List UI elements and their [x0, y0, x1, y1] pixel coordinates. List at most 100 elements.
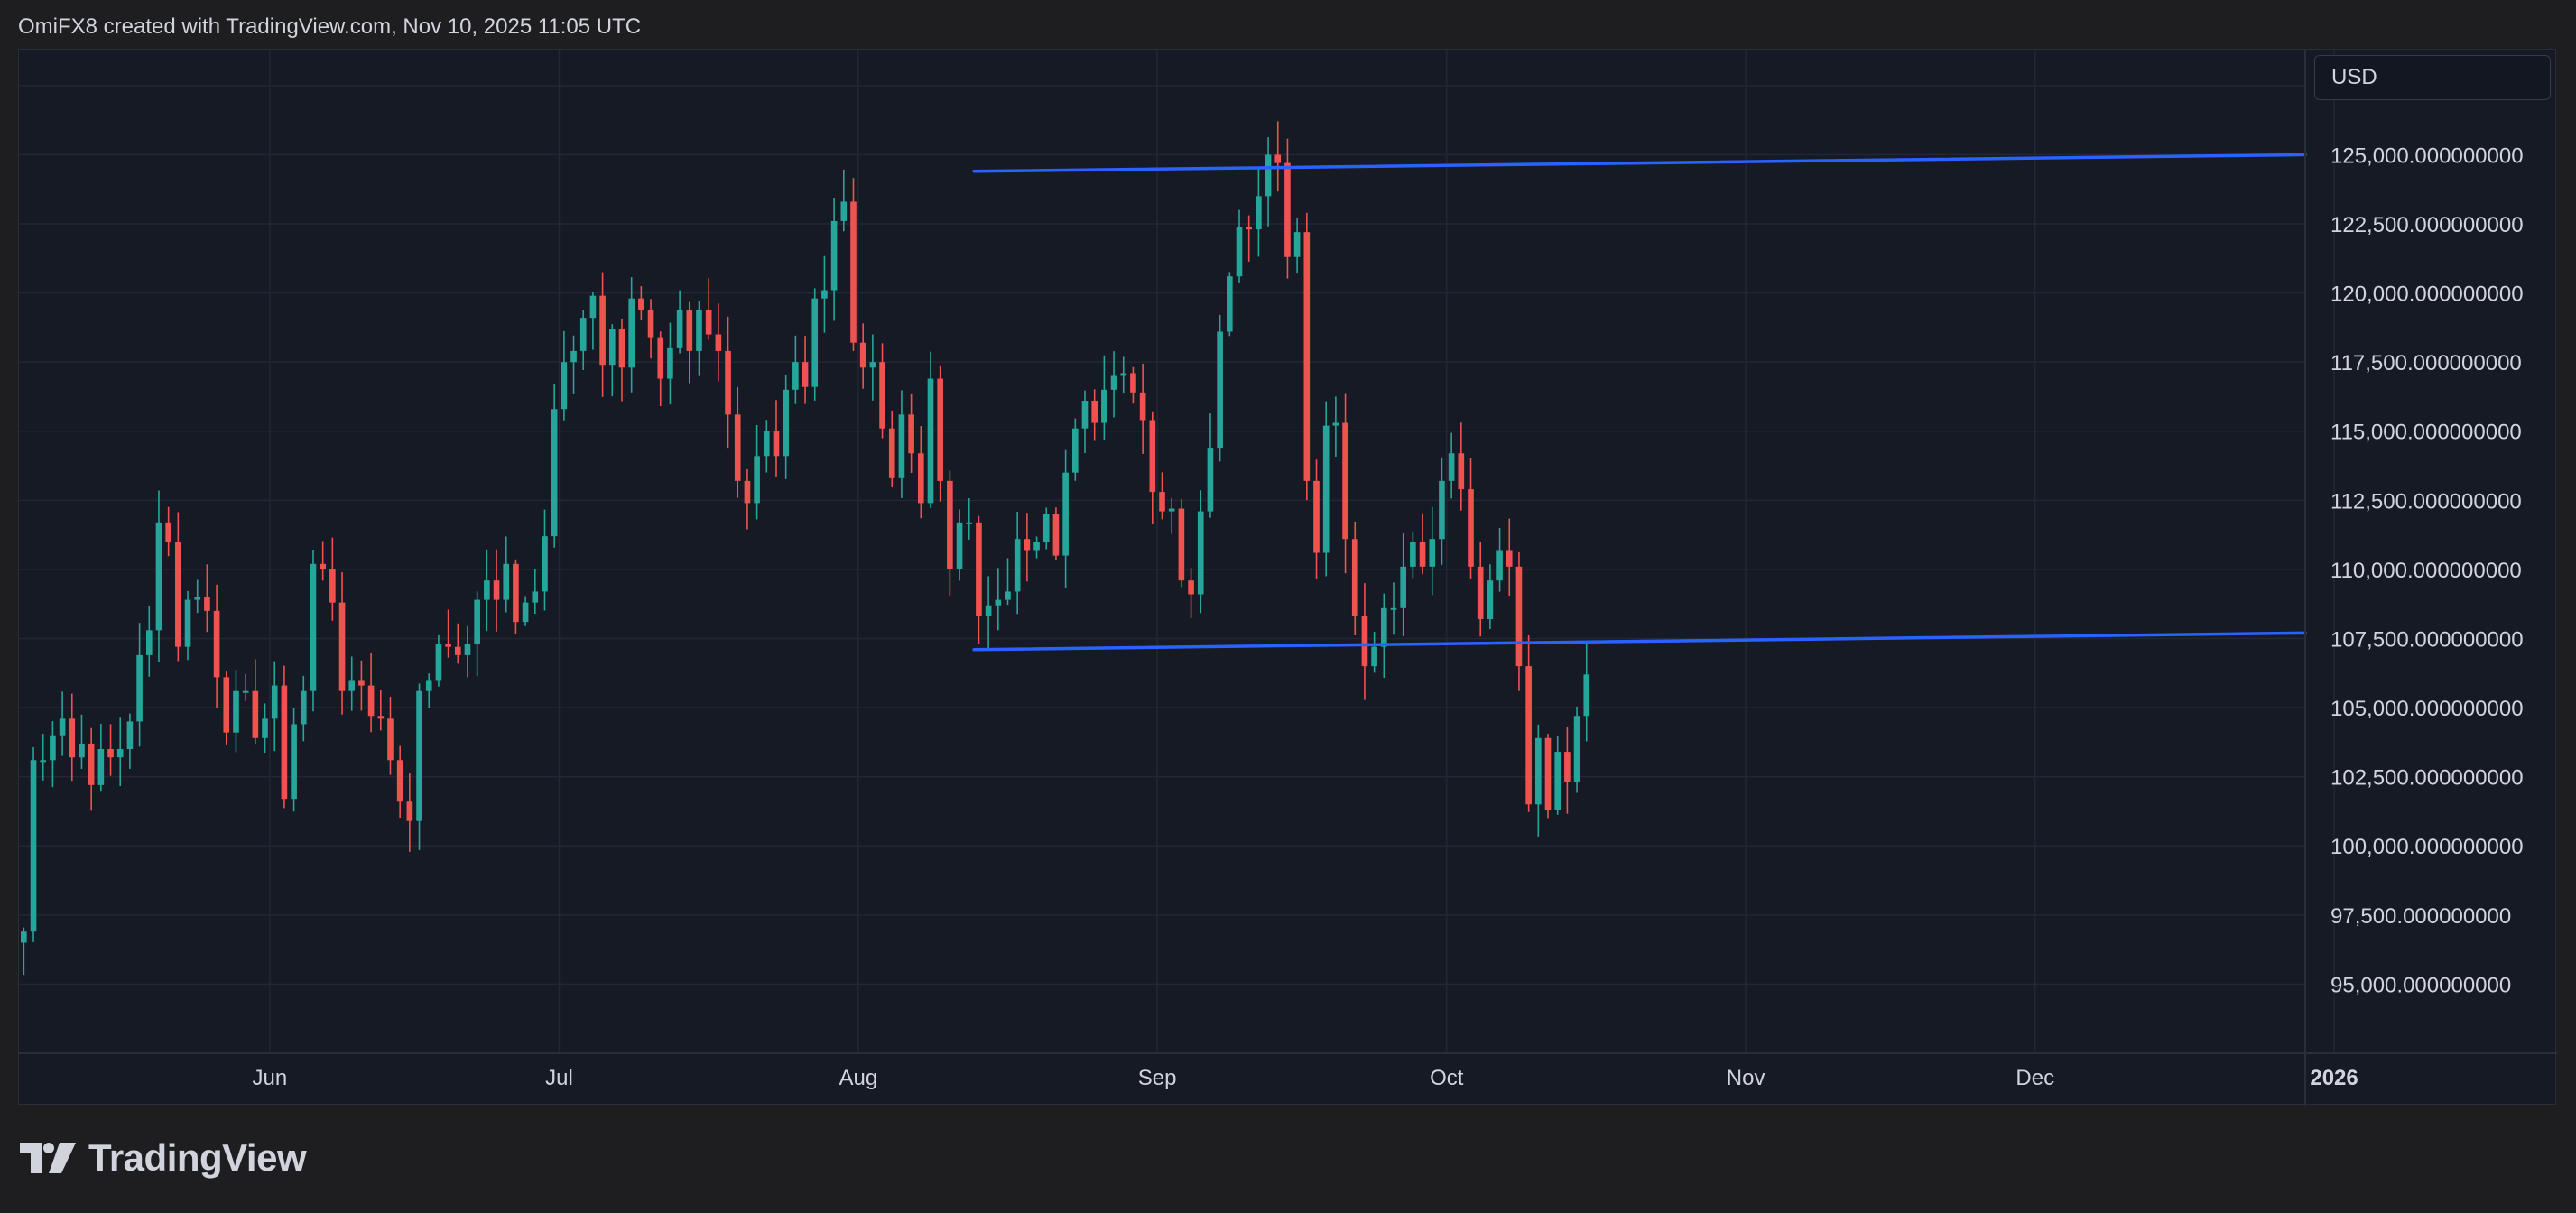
- candle-down: [1130, 373, 1136, 393]
- lower-channel-line[interactable]: [972, 631, 2307, 652]
- price-tick-label: 120,000.000000000: [2330, 282, 2524, 307]
- chart-panel[interactable]: 127,500.000000000125,000.000000000122,50…: [18, 49, 2557, 1106]
- candle-up: [1371, 646, 1377, 667]
- candle-down: [367, 685, 375, 717]
- candle-down: [850, 201, 857, 343]
- candle-down: [1313, 480, 1320, 553]
- candle-up: [310, 563, 317, 691]
- candle-down: [1274, 154, 1282, 163]
- candle-up: [1197, 511, 1204, 595]
- candle-up: [1583, 674, 1590, 717]
- candle-down: [1284, 162, 1291, 257]
- candle-up: [116, 749, 124, 758]
- candle-down: [329, 569, 336, 603]
- candle-up: [1217, 331, 1223, 449]
- candle-down: [917, 453, 924, 504]
- candle-up: [503, 563, 510, 600]
- candle-up: [667, 347, 673, 379]
- candle-up: [155, 522, 162, 631]
- candle-down: [1052, 514, 1060, 556]
- price-tick-label: 115,000.000000000: [2330, 421, 2522, 445]
- candle-down: [1024, 539, 1031, 551]
- candle-up: [416, 690, 422, 821]
- candle-up: [79, 743, 85, 758]
- currency-selector[interactable]: USD: [2314, 55, 2551, 100]
- candle-up: [1033, 542, 1040, 551]
- candle-up: [1110, 375, 1117, 390]
- candle-up: [1439, 480, 1445, 540]
- candle-down: [618, 329, 625, 368]
- candle-up: [927, 378, 934, 504]
- price-tick-label: 110,000.000000000: [2330, 559, 2522, 583]
- candle-down: [1361, 616, 1368, 667]
- candle-up: [1554, 752, 1561, 810]
- candle-up: [1448, 453, 1455, 481]
- candle-down: [1544, 737, 1552, 810]
- candle-down: [107, 749, 114, 758]
- candle-down: [976, 522, 982, 616]
- candle-down: [1139, 392, 1146, 421]
- candle-up: [30, 760, 37, 932]
- candle-up: [783, 389, 789, 457]
- candle-up: [1293, 232, 1301, 257]
- upper-channel-line[interactable]: [972, 153, 2307, 173]
- candle-down: [338, 602, 346, 691]
- price-chart[interactable]: 127,500.000000000125,000.000000000122,50…: [19, 50, 2557, 1106]
- time-axis[interactable]: Jun Jul Aug Sep Oct Nov Dec 2026: [253, 1066, 2358, 1090]
- candle-up: [1390, 607, 1397, 610]
- candle-up: [1429, 539, 1436, 567]
- candle-up: [126, 721, 134, 750]
- candle-down: [223, 677, 230, 733]
- candle-up: [1014, 539, 1021, 592]
- candle-up: [435, 644, 442, 681]
- candle-up: [464, 644, 471, 655]
- candle-down: [1525, 666, 1532, 805]
- candles: [21, 121, 1590, 976]
- time-tick-label: Aug: [839, 1066, 877, 1090]
- candle-up: [1227, 276, 1233, 332]
- candle-up: [1081, 401, 1089, 429]
- candle-down: [734, 414, 741, 481]
- candle-up: [579, 318, 587, 351]
- time-tick-label: Jun: [253, 1066, 288, 1090]
- candle-down: [1342, 422, 1348, 540]
- candle-down: [377, 716, 385, 719]
- candle-up: [1005, 591, 1011, 600]
- candle-up: [242, 690, 249, 693]
- currency-label: USD: [2331, 65, 2377, 89]
- candle-up: [1101, 389, 1107, 423]
- candle-up: [40, 760, 47, 763]
- tradingview-logo-icon: [20, 1143, 76, 1173]
- tradingview-wordmark: TradingView: [88, 1136, 307, 1179]
- candle-up: [532, 591, 539, 603]
- candle-up: [995, 599, 1002, 606]
- candle-down: [744, 480, 751, 504]
- candle-down: [773, 431, 780, 457]
- candle-up: [136, 654, 143, 722]
- candle-down: [1188, 580, 1194, 595]
- candle-down: [1419, 542, 1426, 567]
- candle-up: [830, 220, 838, 291]
- time-tick-label: Dec: [2015, 1066, 2054, 1090]
- candle-down: [647, 309, 654, 338]
- candle-down: [1159, 492, 1165, 512]
- candle-down: [1303, 232, 1311, 481]
- candle-up: [50, 735, 56, 761]
- candle-down: [320, 563, 326, 569]
- time-tick-label: Nov: [1727, 1066, 1765, 1090]
- price-tick-label: 112,500.000000000: [2330, 489, 2522, 514]
- tradingview-logo: TradingView: [20, 1135, 307, 1181]
- candle-down: [175, 542, 181, 647]
- candle-up: [763, 431, 770, 457]
- candle-down: [1246, 227, 1253, 230]
- candle-down: [1477, 566, 1484, 620]
- candle-up: [570, 350, 577, 363]
- price-axis[interactable]: 127,500.000000000125,000.000000000122,50…: [2330, 75, 2524, 998]
- candle-up: [696, 309, 702, 351]
- candle-down: [888, 428, 895, 478]
- candle-up: [1410, 542, 1416, 567]
- price-tick-label: 105,000.000000000: [2330, 697, 2524, 721]
- candle-down: [204, 597, 210, 611]
- candle-down: [1515, 566, 1523, 667]
- candle-up: [1236, 227, 1243, 277]
